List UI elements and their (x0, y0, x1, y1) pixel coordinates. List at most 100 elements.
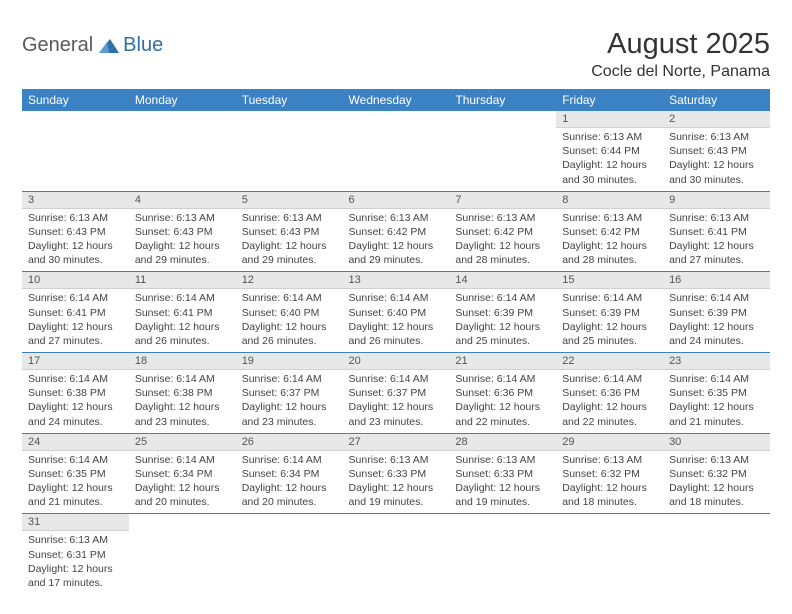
sun-info-line: Daylight: 12 hours (135, 481, 230, 495)
sun-info-line: Sunset: 6:40 PM (349, 306, 444, 320)
sun-info-line: Daylight: 12 hours (669, 158, 764, 172)
sun-info-line: Daylight: 12 hours (28, 239, 123, 253)
sun-info-line: Sunrise: 6:13 AM (669, 211, 764, 225)
sun-info-line: and 26 minutes. (349, 334, 444, 348)
sun-info-line: and 19 minutes. (349, 495, 444, 509)
sun-info-line: and 17 minutes. (28, 576, 123, 590)
day-detail-cell (449, 531, 556, 594)
day-number-cell: 28 (449, 433, 556, 450)
day-number-cell (449, 514, 556, 531)
title-block: August 2025 Cocle del Norte, Panama (591, 28, 770, 81)
day-detail-cell: Sunrise: 6:13 AMSunset: 6:43 PMDaylight:… (663, 128, 770, 192)
day-number-cell: 29 (556, 433, 663, 450)
sun-info-line: Daylight: 12 hours (242, 481, 337, 495)
day-number-row: 12 (22, 111, 770, 128)
day-detail-cell: Sunrise: 6:13 AMSunset: 6:44 PMDaylight:… (556, 128, 663, 192)
sun-info-line: Daylight: 12 hours (242, 239, 337, 253)
sun-info-line: Sunset: 6:32 PM (562, 467, 657, 481)
day-number-cell: 14 (449, 272, 556, 289)
sun-info-line: Sunrise: 6:13 AM (455, 211, 550, 225)
sun-info-line: Sunset: 6:40 PM (242, 306, 337, 320)
day-detail-cell: Sunrise: 6:13 AMSunset: 6:42 PMDaylight:… (449, 208, 556, 272)
day-number-cell: 6 (343, 191, 450, 208)
sun-info-line: Sunrise: 6:13 AM (242, 211, 337, 225)
sun-info-line: Sunset: 6:34 PM (242, 467, 337, 481)
day-detail-cell (343, 128, 450, 192)
sun-info-line: Sunset: 6:43 PM (135, 225, 230, 239)
day-header: Tuesday (236, 89, 343, 111)
day-detail-cell: Sunrise: 6:14 AMSunset: 6:38 PMDaylight:… (129, 370, 236, 434)
day-header: Saturday (663, 89, 770, 111)
sun-info-line: Sunrise: 6:13 AM (669, 453, 764, 467)
day-number-cell: 7 (449, 191, 556, 208)
sun-info-line: Daylight: 12 hours (135, 320, 230, 334)
day-number-cell: 4 (129, 191, 236, 208)
sun-info-line: Daylight: 12 hours (669, 320, 764, 334)
day-detail-cell (129, 531, 236, 594)
day-number-cell (663, 514, 770, 531)
sun-info-line: Sunrise: 6:13 AM (562, 130, 657, 144)
sun-info-line: and 30 minutes. (28, 253, 123, 267)
day-number-cell: 16 (663, 272, 770, 289)
sun-info-line: and 29 minutes. (242, 253, 337, 267)
day-detail-cell: Sunrise: 6:14 AMSunset: 6:39 PMDaylight:… (663, 289, 770, 353)
day-number-cell: 5 (236, 191, 343, 208)
day-detail-cell: Sunrise: 6:14 AMSunset: 6:40 PMDaylight:… (236, 289, 343, 353)
sun-info-line: Sunset: 6:35 PM (28, 467, 123, 481)
sun-info-line: and 19 minutes. (455, 495, 550, 509)
day-number-cell: 9 (663, 191, 770, 208)
day-number-cell (129, 514, 236, 531)
sun-info-line: Daylight: 12 hours (455, 239, 550, 253)
day-detail-cell: Sunrise: 6:14 AMSunset: 6:36 PMDaylight:… (449, 370, 556, 434)
sun-info-line: and 21 minutes. (669, 415, 764, 429)
sun-info-line: Sunrise: 6:14 AM (135, 291, 230, 305)
day-detail-cell: Sunrise: 6:13 AMSunset: 6:42 PMDaylight:… (343, 208, 450, 272)
day-header: Friday (556, 89, 663, 111)
sun-info-line: Sunrise: 6:14 AM (28, 453, 123, 467)
sun-info-line: Sunrise: 6:14 AM (28, 291, 123, 305)
day-detail-cell: Sunrise: 6:14 AMSunset: 6:40 PMDaylight:… (343, 289, 450, 353)
day-number-cell: 22 (556, 353, 663, 370)
sun-info-line: Daylight: 12 hours (562, 158, 657, 172)
page-header: General Blue August 2025 Cocle del Norte… (22, 28, 770, 81)
day-header: Sunday (22, 89, 129, 111)
day-number-cell (556, 514, 663, 531)
sun-info-line: and 27 minutes. (28, 334, 123, 348)
sun-info-line: and 29 minutes. (349, 253, 444, 267)
calendar-page: General Blue August 2025 Cocle del Norte… (0, 0, 792, 614)
month-title: August 2025 (591, 28, 770, 61)
day-detail-row: Sunrise: 6:14 AMSunset: 6:38 PMDaylight:… (22, 370, 770, 434)
sun-info-line: Sunset: 6:42 PM (349, 225, 444, 239)
sun-info-line: Daylight: 12 hours (242, 400, 337, 414)
day-detail-cell: Sunrise: 6:14 AMSunset: 6:39 PMDaylight:… (449, 289, 556, 353)
sun-info-line: Daylight: 12 hours (562, 239, 657, 253)
day-detail-cell: Sunrise: 6:13 AMSunset: 6:32 PMDaylight:… (663, 450, 770, 514)
sun-info-line: Daylight: 12 hours (562, 320, 657, 334)
day-number-cell: 23 (663, 353, 770, 370)
sun-info-line: and 22 minutes. (562, 415, 657, 429)
sun-info-line: Sunset: 6:31 PM (28, 548, 123, 562)
day-number-cell (343, 111, 450, 128)
day-header: Monday (129, 89, 236, 111)
sun-info-line: Daylight: 12 hours (455, 400, 550, 414)
sun-info-line: Sunrise: 6:14 AM (242, 291, 337, 305)
sun-info-line: Daylight: 12 hours (349, 239, 444, 253)
day-detail-cell: Sunrise: 6:14 AMSunset: 6:34 PMDaylight:… (129, 450, 236, 514)
sun-info-line: Sunset: 6:42 PM (455, 225, 550, 239)
sun-info-line: Daylight: 12 hours (28, 320, 123, 334)
sun-info-line: Sunrise: 6:14 AM (242, 372, 337, 386)
sun-info-line: and 23 minutes. (242, 415, 337, 429)
day-detail-cell: Sunrise: 6:13 AMSunset: 6:42 PMDaylight:… (556, 208, 663, 272)
day-detail-row: Sunrise: 6:13 AM Sunset: 6:43 PM Daylight:… (22, 208, 770, 272)
sun-info-line: Sunrise: 6:14 AM (455, 291, 550, 305)
day-detail-cell (236, 128, 343, 192)
sun-info-line: and 23 minutes. (135, 415, 230, 429)
day-number-cell: 1 (556, 111, 663, 128)
day-number-cell: 10 (22, 272, 129, 289)
sun-info-line: Sunset: 6:37 PM (242, 386, 337, 400)
day-number-cell: 3 (22, 191, 129, 208)
day-number-cell: 27 (343, 433, 450, 450)
sun-info-line: Sunset: 6:33 PM (349, 467, 444, 481)
day-detail-cell: Sunrise: 6:14 AMSunset: 6:35 PMDaylight:… (22, 450, 129, 514)
sun-info-line: Sunset: 6:43 PM (669, 144, 764, 158)
